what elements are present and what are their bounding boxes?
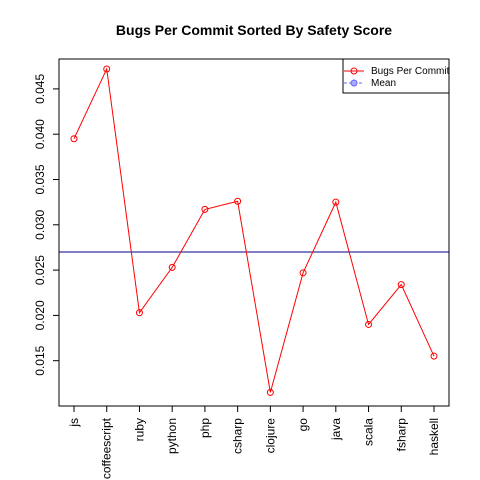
legend-box xyxy=(342,58,450,94)
x-tick-label: js xyxy=(67,418,81,428)
data-point xyxy=(201,205,209,213)
x-tick-label: clojure xyxy=(263,418,277,454)
x-tick-label: java xyxy=(329,418,343,441)
series-layer xyxy=(70,65,438,396)
y-tick-label: 0.035 xyxy=(33,164,47,194)
legend-marker-bugs xyxy=(350,67,358,75)
x-tick-label: fsharp xyxy=(394,418,408,452)
data-point xyxy=(430,352,438,360)
data-point xyxy=(103,65,111,73)
data-point xyxy=(266,388,274,396)
data-point xyxy=(365,320,373,328)
chart-title: Bugs Per Commit Sorted By Safety Score xyxy=(116,22,392,38)
series-line xyxy=(73,67,435,393)
y-axis: 0.015 0.020 0.025 0.030 0.035 0.040 0.045 xyxy=(33,74,59,376)
x-tick-label: php xyxy=(198,418,212,438)
legend: Bugs Per Commit Mean xyxy=(342,58,450,94)
x-tick-label: haskell xyxy=(427,418,441,455)
plot-frame xyxy=(58,58,450,407)
y-tick-label: 0.045 xyxy=(33,74,47,104)
x-axis: js coffeescript ruby python php csharp clojure… xyxy=(67,406,441,479)
data-point xyxy=(70,135,78,143)
x-tick-label: csharp xyxy=(231,418,245,454)
x-tick-label: go xyxy=(296,418,310,432)
legend-label-mean: Mean xyxy=(371,78,396,89)
data-point xyxy=(234,197,242,205)
y-tick-label: 0.040 xyxy=(33,119,47,149)
y-tick-label: 0.015 xyxy=(33,345,47,375)
data-point xyxy=(135,309,143,317)
data-point xyxy=(168,263,176,271)
x-tick-label: scala xyxy=(362,418,376,446)
y-tick-label: 0.025 xyxy=(33,255,47,285)
x-tick-label: coffeescript xyxy=(100,417,114,479)
y-tick-label: 0.030 xyxy=(33,209,47,239)
data-point xyxy=(332,198,340,206)
x-tick-label: ruby xyxy=(132,418,146,441)
legend-marker-mean xyxy=(350,79,358,87)
legend-label-bugs: Bugs Per Commit xyxy=(371,66,450,77)
data-point xyxy=(299,269,307,277)
data-point xyxy=(397,281,405,289)
y-tick-label: 0.020 xyxy=(33,300,47,330)
x-tick-label: python xyxy=(165,418,179,454)
